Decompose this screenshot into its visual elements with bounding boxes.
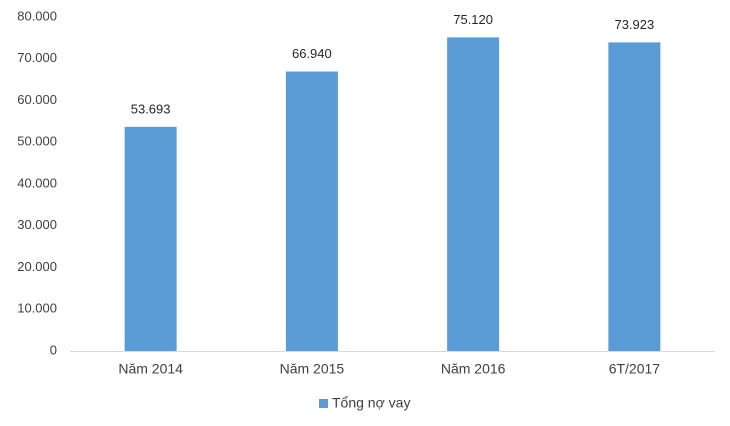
value-label: 66.940 bbox=[292, 46, 332, 61]
x-tick-label: Năm 2014 bbox=[118, 361, 183, 377]
bar bbox=[124, 126, 177, 351]
y-tick-label: 50.000 bbox=[17, 134, 57, 149]
bar bbox=[447, 37, 500, 352]
bar bbox=[608, 42, 661, 352]
value-label: 75.120 bbox=[453, 12, 493, 27]
bar bbox=[285, 71, 338, 351]
y-tick-label: 30.000 bbox=[17, 217, 57, 232]
y-tick-label: 0 bbox=[50, 342, 57, 357]
x-tick-label: 6T/2017 bbox=[609, 361, 661, 377]
y-tick-label: 10.000 bbox=[17, 301, 57, 316]
y-tick-label: 60.000 bbox=[17, 92, 57, 107]
y-tick-label: 20.000 bbox=[17, 259, 57, 274]
y-tick-label: 70.000 bbox=[17, 50, 57, 65]
x-tick-label: Năm 2016 bbox=[441, 361, 506, 377]
y-tick-label: 80.000 bbox=[17, 8, 57, 23]
x-tick-label: Năm 2015 bbox=[280, 361, 345, 377]
legend-swatch bbox=[319, 399, 328, 408]
legend-label: Tổng nợ vay bbox=[332, 395, 410, 411]
value-label: 53.693 bbox=[131, 101, 171, 116]
y-tick-label: 40.000 bbox=[17, 175, 57, 190]
value-label: 73.923 bbox=[614, 17, 654, 32]
